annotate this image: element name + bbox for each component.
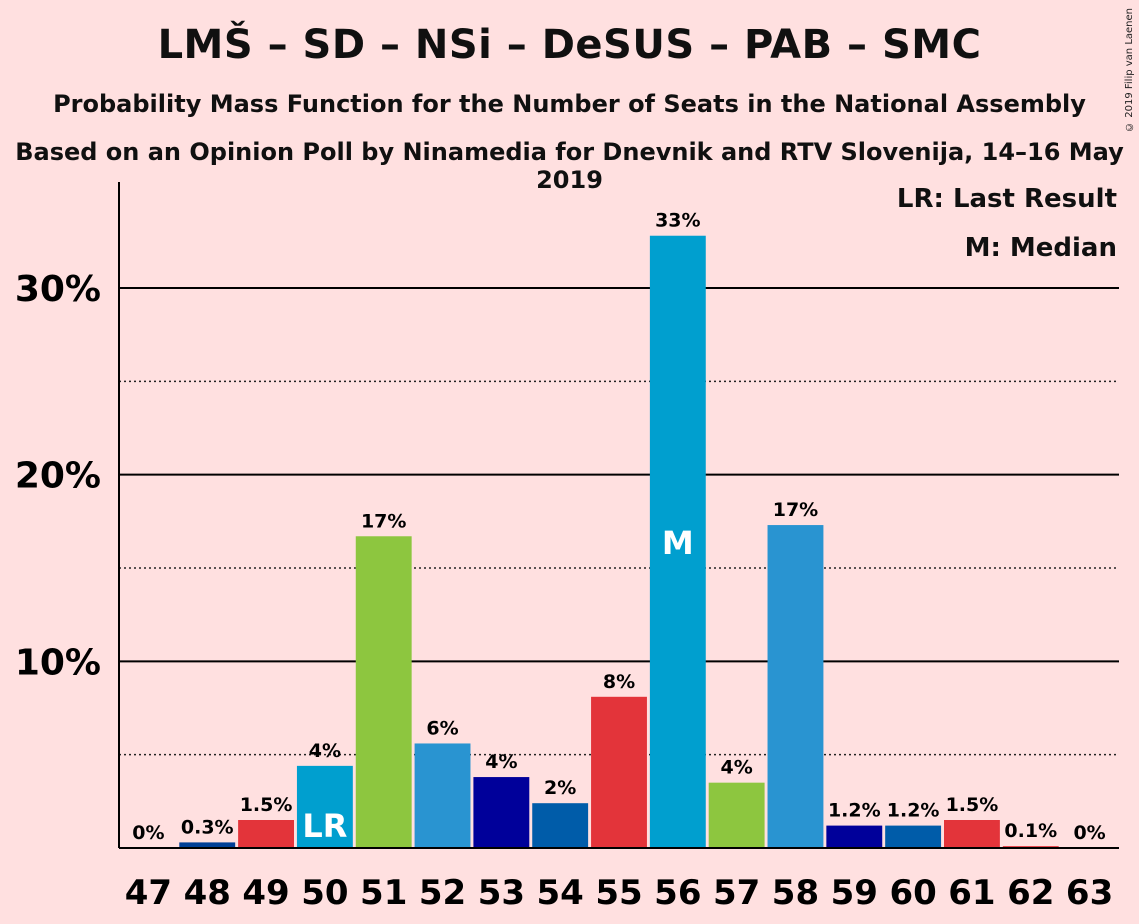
chart-source-subtitle: Based on an Opinion Poll by Ninamedia fo… <box>15 138 1124 194</box>
bar-55 <box>591 696 647 848</box>
bar-54 <box>532 803 589 848</box>
x-tick-label: 59 <box>831 873 878 913</box>
value-label-59: 1.2% <box>828 800 881 822</box>
bar-49 <box>238 820 294 848</box>
value-label-54: 2% <box>544 777 576 799</box>
value-label-61: 1.5% <box>946 794 999 816</box>
bar-58 <box>767 525 824 848</box>
value-label-56: 33% <box>655 210 700 232</box>
legend-median: M: Median <box>964 233 1117 263</box>
value-label-55: 8% <box>603 671 635 693</box>
value-label-58: 17% <box>773 499 818 521</box>
median-marker: M <box>662 524 694 562</box>
x-tick-label: 58 <box>772 873 819 913</box>
x-tick-label: 57 <box>713 873 760 913</box>
x-tick-label: 60 <box>889 873 936 913</box>
bar-53 <box>473 777 530 848</box>
x-tick-label: 63 <box>1066 873 1113 913</box>
value-label-63: 0% <box>1073 822 1105 844</box>
value-label-47: 0% <box>132 822 164 844</box>
bar-52 <box>414 743 471 848</box>
bar-60 <box>885 825 942 848</box>
x-tick-label: 62 <box>1007 873 1054 913</box>
bar-59 <box>826 825 883 848</box>
value-label-48: 0.3% <box>181 816 234 838</box>
x-tick-label: 51 <box>360 873 407 913</box>
value-label-53: 4% <box>485 751 517 773</box>
last-result-marker: LR <box>302 807 347 845</box>
y-tick-label: 30% <box>15 269 101 310</box>
x-tick-label: 50 <box>301 873 348 913</box>
x-tick-label: 56 <box>654 873 701 913</box>
x-tick-label: 55 <box>595 873 642 913</box>
bar-51 <box>355 536 412 848</box>
x-tick-label: 49 <box>242 873 289 913</box>
value-label-62: 0.1% <box>1004 820 1057 842</box>
value-label-57: 4% <box>721 757 753 779</box>
chart-title: LMŠ – SD – NSi – DeSUS – PAB – SMC <box>157 22 982 68</box>
y-tick-label: 20% <box>15 456 101 497</box>
x-tick-label: 53 <box>478 873 525 913</box>
bar-56 <box>649 235 706 848</box>
value-label-49: 1.5% <box>240 794 293 816</box>
x-tick-label: 61 <box>948 873 995 913</box>
value-label-60: 1.2% <box>887 800 940 822</box>
x-tick-label: 54 <box>537 873 584 913</box>
y-tick-label: 10% <box>15 642 101 683</box>
value-label-52: 6% <box>426 717 458 739</box>
x-tick-label: 47 <box>125 873 172 913</box>
x-tick-label: 52 <box>419 873 466 913</box>
bar-57 <box>708 782 765 848</box>
value-label-50: 4% <box>309 740 341 762</box>
bar-48 <box>179 842 236 848</box>
bar-50 <box>296 765 353 848</box>
bar-61 <box>944 820 1000 848</box>
x-tick-label: 48 <box>184 873 231 913</box>
value-label-51: 17% <box>361 510 406 532</box>
legend-last-result: LR: Last Result <box>896 184 1117 214</box>
chart-subtitle: Probability Mass Function for the Number… <box>53 90 1086 118</box>
